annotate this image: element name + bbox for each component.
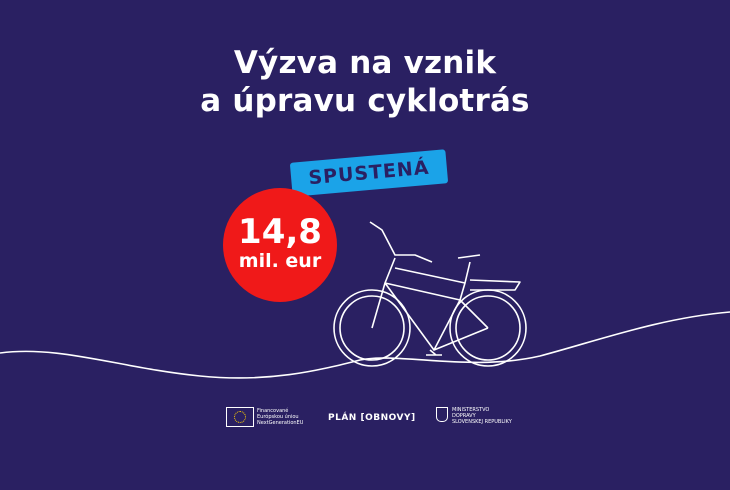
ministry-text-3: SLOVENSKEJ REPUBLIKY (452, 419, 512, 425)
eu-logo: Financované Európskou úniou NextGenerati… (226, 407, 303, 427)
headline-line-1: Výzva na vznik (233, 45, 497, 81)
logo-bar: Financované Európskou úniou NextGenerati… (0, 405, 730, 435)
ministry-text-2: DOPRAVY (452, 413, 476, 419)
plan-obnovy-logo: PLÁN [OBNOVY] (328, 413, 416, 423)
ministry-logo: MINISTERSTVO DOPRAVY SLOVENSKEJ REPUBLIK… (436, 407, 512, 425)
wave-line (0, 311, 730, 379)
amount-circle: 14,8 mil. eur (223, 188, 337, 302)
eu-text-2: Európskou úniou (257, 414, 299, 420)
amount-unit: mil. eur (238, 250, 322, 272)
eu-text-3: NextGenerationEU (257, 420, 304, 426)
ministry-text-1: MINISTERSTVO (452, 407, 490, 413)
eu-text-1: Financované (257, 408, 289, 414)
headline: Výzva na vznik a úpravu cyklotrás (0, 44, 730, 120)
headline-line-2: a úpravu cyklotrás (200, 83, 530, 119)
bicycle-icon (333, 221, 527, 367)
eu-flag-icon (226, 407, 254, 427)
coat-of-arms-icon (436, 407, 448, 422)
amount-value: 14,8 (238, 212, 322, 252)
